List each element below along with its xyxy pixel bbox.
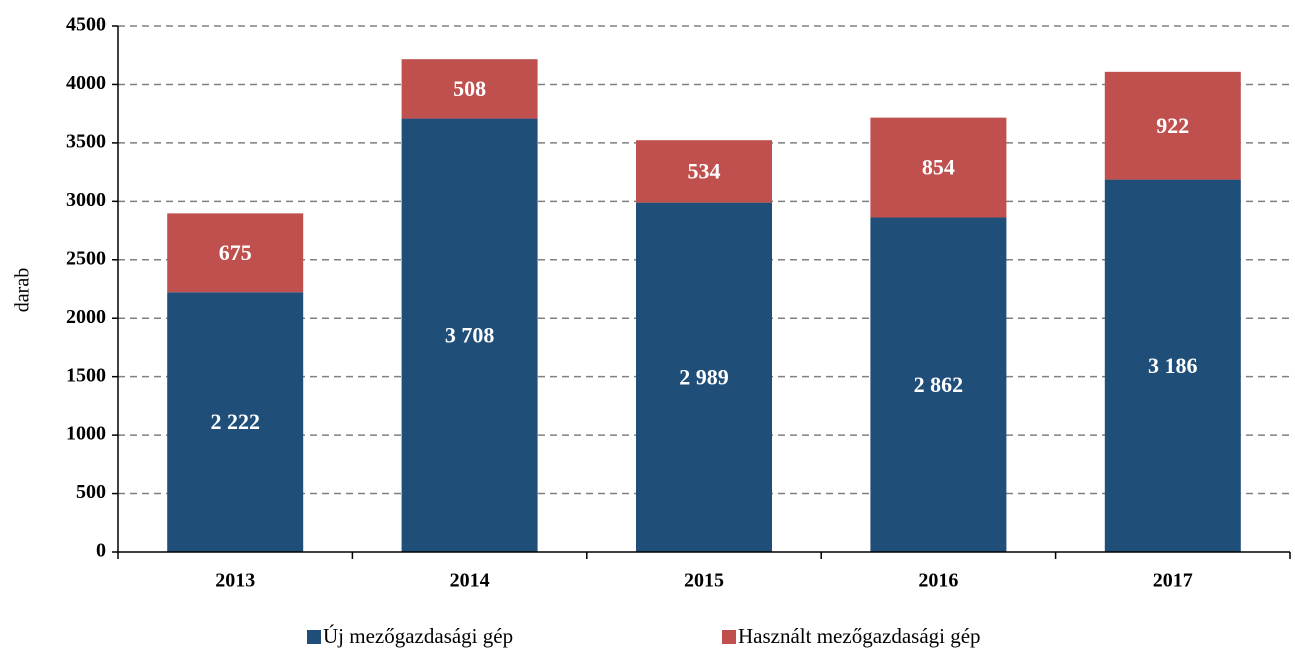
bar-segment bbox=[401, 118, 538, 553]
data-label: 3 186 bbox=[1148, 353, 1198, 378]
bar-segment bbox=[1104, 71, 1241, 180]
y-tick-label: 4500 bbox=[66, 14, 106, 36]
data-label: 2 862 bbox=[914, 372, 964, 397]
data-label: 854 bbox=[922, 155, 955, 180]
legend-swatch bbox=[307, 630, 321, 644]
bar-segment bbox=[636, 202, 772, 552]
x-tick-label: 2017 bbox=[1153, 570, 1193, 592]
y-tick-label: 500 bbox=[76, 481, 106, 503]
bar-segment bbox=[167, 213, 304, 293]
data-label: 2 989 bbox=[679, 364, 729, 389]
y-axis-label: darab bbox=[12, 268, 34, 312]
y-tick-label: 3500 bbox=[66, 130, 106, 152]
x-tick-label: 2013 bbox=[215, 570, 255, 592]
y-tick-label: 4000 bbox=[66, 72, 106, 94]
bar-segment bbox=[870, 217, 1007, 553]
bar-segment bbox=[167, 292, 304, 552]
y-tick-label: 3000 bbox=[66, 189, 106, 211]
data-label: 508 bbox=[453, 76, 486, 101]
legend-label: Használt mezőgazdasági gép bbox=[738, 624, 981, 648]
y-tick-label: 1500 bbox=[66, 364, 106, 386]
legend-swatch bbox=[722, 630, 736, 644]
x-tick-label: 2016 bbox=[918, 570, 958, 592]
y-tick-label: 0 bbox=[96, 540, 106, 562]
bar-segment bbox=[870, 117, 1007, 218]
data-label: 3 708 bbox=[445, 322, 495, 347]
bar-segment bbox=[636, 140, 772, 203]
data-label: 675 bbox=[219, 240, 252, 265]
data-label: 2 222 bbox=[210, 409, 260, 434]
y-tick-label: 2000 bbox=[66, 306, 106, 328]
legend-label: Új mezőgazdasági gép bbox=[323, 624, 513, 648]
bar-segment bbox=[1104, 179, 1241, 553]
bar-segment bbox=[401, 59, 538, 119]
x-tick-label: 2014 bbox=[450, 570, 490, 592]
x-tick-label: 2015 bbox=[684, 570, 724, 592]
data-label: 534 bbox=[688, 158, 721, 183]
y-tick-label: 1000 bbox=[66, 423, 106, 445]
y-tick-label: 2500 bbox=[66, 247, 106, 269]
data-label: 922 bbox=[1156, 113, 1189, 138]
